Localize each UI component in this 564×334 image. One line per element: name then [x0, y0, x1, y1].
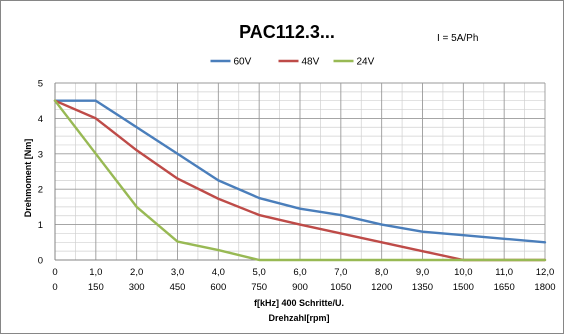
x-tick-label: 5,0: [253, 267, 266, 278]
y-tick-label: 0: [38, 256, 43, 267]
x-tick-label: 2,0: [130, 267, 143, 278]
x-axis-label-line2: Drehzahl[rpm]: [268, 313, 329, 323]
x-tick-label: 6,0: [293, 267, 306, 278]
tick-labels: 012345001,01502,03003,04504,06005,07506,…: [38, 79, 556, 294]
y-tick-label: 3: [38, 149, 43, 160]
x-tick-label: 11,0: [495, 267, 513, 278]
x-tick-label: 9,0: [416, 267, 429, 278]
x-axis-label-line1: f[kHz] 400 Schritte/U.: [254, 298, 344, 308]
legend-label-48v: 48V: [302, 57, 320, 68]
x2-tick-label: 750: [251, 282, 267, 293]
y-tick-label: 2: [38, 185, 43, 196]
x2-tick-label: 150: [88, 282, 104, 293]
x-tick-label: 12,0: [536, 267, 555, 278]
legend: 60V 48V 24V: [210, 57, 375, 68]
chart-title: PAC112.3...: [239, 22, 335, 42]
series-line-24v: [53, 99, 547, 262]
series-line-60v: [53, 99, 547, 244]
x-tick-label: 4,0: [212, 267, 225, 278]
y-tick-label: 1: [38, 220, 43, 231]
y-tick-label: 4: [38, 114, 43, 125]
x2-tick-label: 0: [52, 282, 57, 293]
x-tick-label: 1,0: [89, 267, 102, 278]
x2-tick-label: 1800: [534, 282, 555, 293]
x-tick-label: 3,0: [171, 267, 184, 278]
legend-label-24v: 24V: [357, 57, 375, 68]
x2-tick-label: 900: [292, 282, 308, 293]
series-group: [53, 99, 547, 262]
legend-label-60v: 60V: [234, 57, 252, 68]
grid: [54, 82, 546, 261]
y-axis-label: Drehmoment [Nm]: [23, 139, 33, 218]
x2-tick-label: 1650: [494, 282, 515, 293]
x2-tick-label: 600: [210, 282, 226, 293]
current-annotation: I = 5A/Ph: [437, 33, 478, 44]
x2-tick-label: 1500: [453, 282, 474, 293]
x2-tick-label: 1050: [330, 282, 351, 293]
x2-tick-label: 1350: [412, 282, 433, 293]
x-tick-label: 8,0: [375, 267, 388, 278]
x2-tick-label: 450: [170, 282, 186, 293]
x2-tick-label: 300: [129, 282, 145, 293]
x-tick-label: 10,0: [454, 267, 473, 278]
x-tick-label: 7,0: [334, 267, 347, 278]
x-tick-label: 0: [52, 267, 57, 278]
x2-tick-label: 1200: [371, 282, 392, 293]
y-tick-label: 5: [38, 79, 43, 90]
